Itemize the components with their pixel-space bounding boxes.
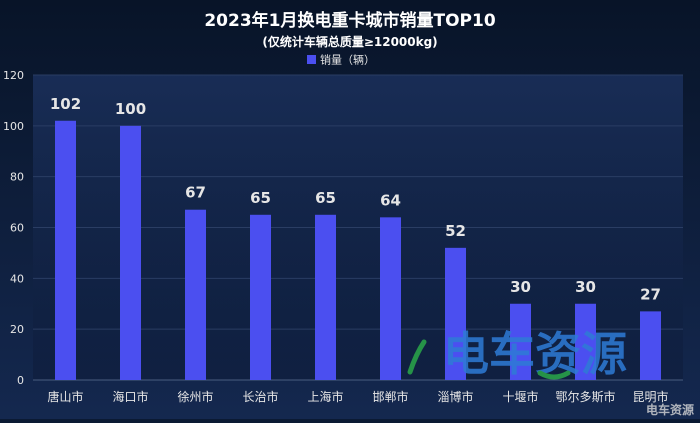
bar[interactable]	[575, 303, 596, 380]
bar-value-label: 30	[510, 278, 531, 296]
bar-value-label: 67	[185, 184, 206, 202]
bar[interactable]	[250, 214, 271, 380]
x-axis: 唐山市 海口市 徐州市 长治市 上海市 邯郸市 淄博市 十堰市 鄂尔多斯市 昆明市	[47, 389, 668, 404]
x-tick-label: 长治市	[242, 389, 278, 404]
grid-lines	[33, 74, 683, 381]
x-tick-label: 淄博市	[437, 389, 473, 404]
watermark-leaf-icon	[407, 339, 427, 375]
x-tick-label: 昆明市	[632, 389, 668, 404]
bar[interactable]	[315, 214, 336, 380]
data-labels: 102 100 67 65 65 64 52 30 30 27	[50, 95, 661, 304]
bar[interactable]	[185, 209, 206, 380]
chart-subtitle: (仅统计车辆总质量≥12000kg)	[262, 34, 437, 49]
bar-value-label: 52	[445, 222, 466, 240]
bar[interactable]	[640, 311, 661, 380]
bar-value-label: 65	[315, 189, 336, 207]
y-tick-label: 0	[17, 374, 24, 387]
bar-value-label: 102	[50, 95, 81, 113]
bar-value-label: 30	[575, 278, 596, 296]
bar-value-label: 100	[115, 100, 146, 118]
legend-swatch	[307, 55, 316, 64]
legend-label: 销量（辆）	[320, 53, 375, 67]
y-tick-label: 100	[3, 120, 24, 133]
watermark-smile-icon	[537, 370, 571, 380]
bar[interactable]	[55, 120, 76, 380]
x-tick-label: 十堰市	[502, 389, 538, 404]
corner-watermark: 电车资源	[646, 402, 694, 417]
y-tick-label: 40	[10, 272, 24, 285]
legend[interactable]: 销量（辆）	[307, 53, 375, 67]
bar[interactable]	[120, 125, 141, 380]
bar-value-label: 27	[640, 285, 661, 303]
bar-value-label: 65	[250, 189, 271, 207]
x-tick-label: 海口市	[112, 389, 148, 404]
y-tick-label: 20	[10, 323, 24, 336]
bar[interactable]	[510, 303, 531, 380]
bar[interactable]	[445, 247, 466, 380]
x-tick-label: 徐州市	[177, 389, 213, 404]
watermark-logo: 电车资源	[407, 327, 627, 381]
bar[interactable]	[380, 217, 401, 380]
bar-value-label: 64	[380, 191, 401, 209]
x-tick-label: 唐山市	[47, 389, 83, 404]
y-tick-label: 80	[10, 171, 24, 184]
x-tick-label: 邯郸市	[372, 389, 408, 404]
y-tick-label: 120	[3, 69, 24, 82]
chart-title: 2023年1月换电重卡城市销量TOP10	[204, 10, 495, 31]
y-axis: 0 20 40 60 80 100 120	[3, 69, 24, 387]
watermark-text: 电车资源	[443, 327, 627, 381]
x-tick-label: 上海市	[307, 389, 343, 404]
y-tick-label: 60	[10, 222, 24, 235]
bars	[55, 120, 661, 380]
x-tick-label: 鄂尔多斯市	[555, 389, 615, 404]
